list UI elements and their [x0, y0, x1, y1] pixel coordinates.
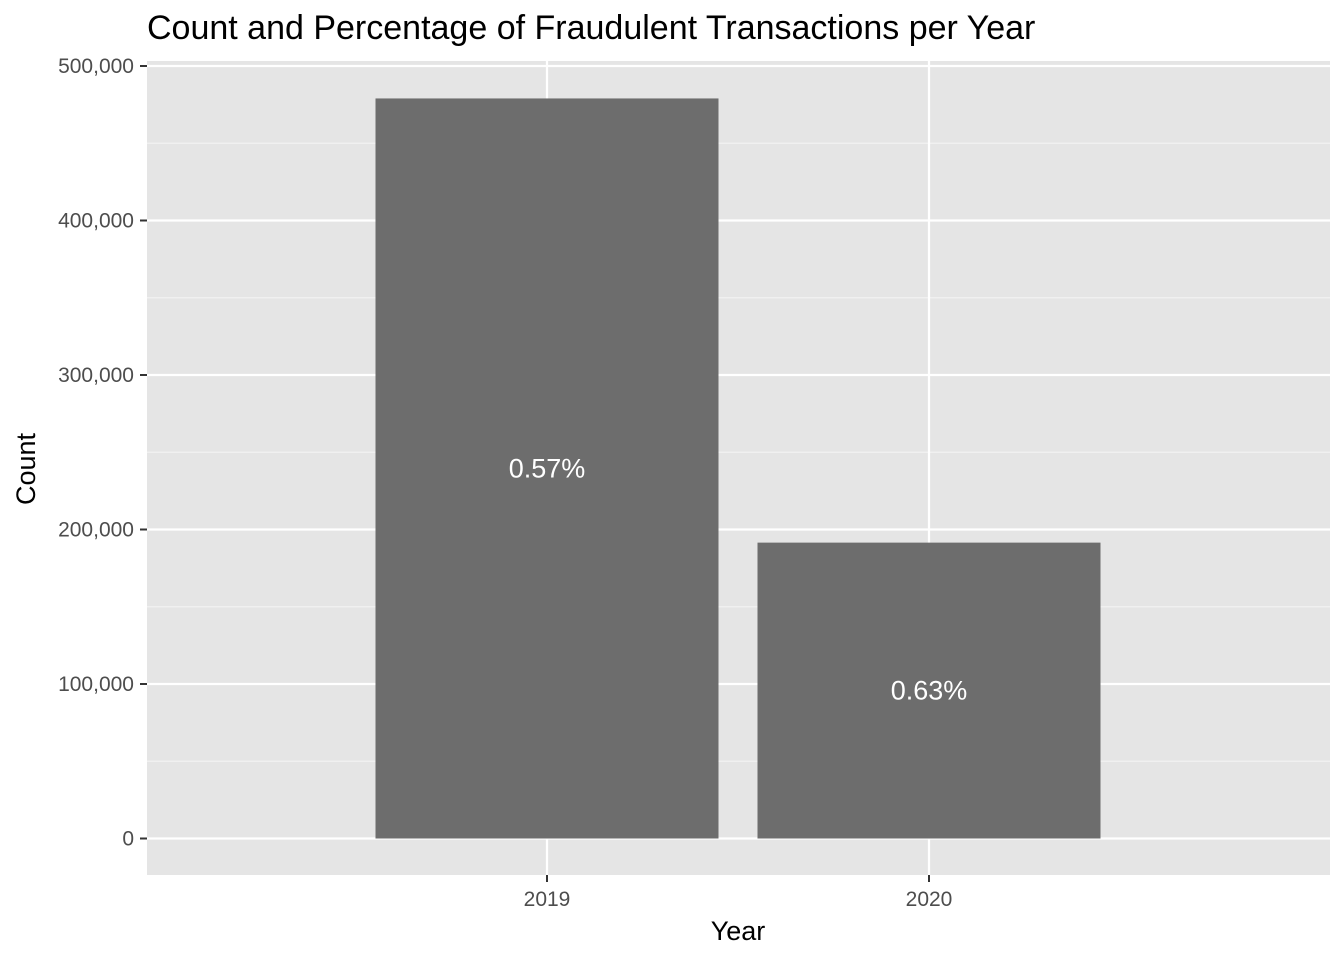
x-tick-label: 2020: [906, 888, 953, 911]
y-tick-label: 200,000: [58, 519, 134, 542]
y-tick-label: 100,000: [58, 673, 134, 696]
x-tick-label: 2019: [524, 888, 571, 911]
bar-2019: [375, 98, 719, 839]
bar-data-label: 0.63%: [891, 676, 968, 706]
y-axis-title: Count: [11, 432, 41, 505]
y-tick-label: 0: [122, 828, 134, 851]
bar-2020: [757, 542, 1101, 839]
y-tick-label: 500,000: [58, 55, 134, 78]
bar-data-labels: 0.57% 0.63%: [509, 453, 968, 705]
minor-gridlines: [147, 142, 1330, 762]
x-axis: 2019 2020: [524, 875, 953, 911]
plot-panel: [147, 61, 1330, 875]
bar-series: [375, 98, 1101, 839]
y-tick-label: 400,000: [58, 210, 134, 233]
chart-title: Count and Percentage of Fraudulent Trans…: [147, 9, 1035, 47]
y-tick-label: 300,000: [58, 364, 134, 387]
x-axis-title: Year: [711, 916, 766, 946]
bar-data-label: 0.57%: [509, 453, 586, 483]
y-axis: 0 100,000 200,000 300,000 400,000 500,000: [58, 55, 147, 851]
